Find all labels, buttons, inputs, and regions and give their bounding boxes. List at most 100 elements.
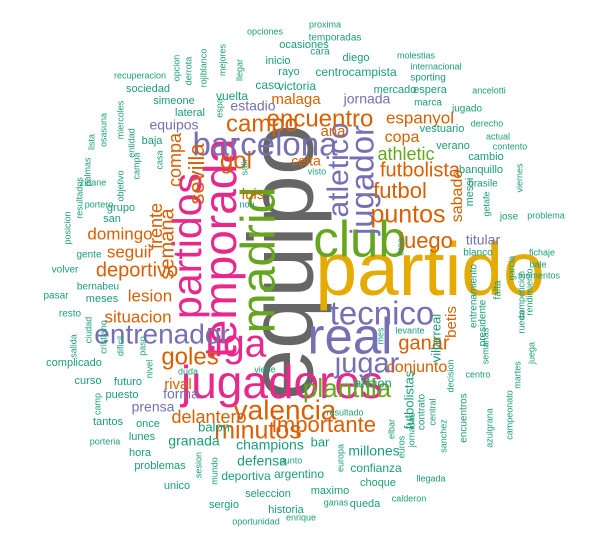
word-enrique: enrique <box>286 512 316 522</box>
word-temporadas: temporadas <box>309 33 362 44</box>
word-falta: falta <box>493 280 504 299</box>
word-campo: campo <box>226 110 298 137</box>
word-calderon: calderon <box>392 493 427 503</box>
word-entidad: entidad <box>126 128 136 158</box>
word-simeone: simeone <box>153 95 195 107</box>
word-viernes: viernes <box>514 163 524 193</box>
word-jornadas: jornadas <box>406 412 416 448</box>
word-diego: diego <box>343 52 370 64</box>
word-llegar: llegar <box>234 59 244 81</box>
word-nou: nou <box>239 199 254 209</box>
word-celta: celta <box>291 153 321 169</box>
word-malaga: malaga <box>271 91 321 108</box>
word-ciudad: ciudad <box>83 317 93 344</box>
word-millones: millones <box>348 443 399 459</box>
word-entrenamiento: entrenamiento <box>469 264 480 328</box>
word-momentos: momentos <box>518 270 561 280</box>
word-osasuna: osasuna <box>98 113 108 147</box>
word-tantos: tantos <box>93 416 123 428</box>
word-internacional: internacional <box>410 61 461 71</box>
word-plantilla: plantilla <box>303 373 392 403</box>
word-paso: paso <box>137 336 147 356</box>
word-derrota: derrota <box>183 57 193 86</box>
word-curso: curso <box>75 375 102 387</box>
word-juego: juego <box>398 228 453 253</box>
word-blanco: blanco <box>463 248 493 259</box>
word-puesto: puesto <box>105 389 138 401</box>
word-mejores: mejores <box>217 43 227 76</box>
word-inicio: inicio <box>265 55 290 67</box>
word-punto: punto <box>280 455 303 465</box>
word-meses: meses <box>86 293 119 305</box>
word-choque: choque <box>360 477 396 489</box>
word-lesion: lesion <box>128 286 172 305</box>
word-jose: jose <box>499 212 519 223</box>
word-campeonato: campeonato <box>504 390 514 440</box>
word-luis: luis <box>242 186 265 203</box>
word-partidos: partidos <box>164 173 210 319</box>
word-valencia: valencia <box>234 394 337 425</box>
word-brasile: brasile <box>468 179 498 190</box>
word-confianza: confianza <box>350 461 402 475</box>
word-once: once <box>136 418 160 430</box>
word-proxima: proxima <box>309 19 341 29</box>
word-getafe: getafe <box>481 191 491 216</box>
word-mes: mes <box>375 327 385 345</box>
word-hora: hora <box>129 447 152 459</box>
word-lista: lista <box>86 134 96 150</box>
word-entrenador: entrenador <box>94 318 229 349</box>
word-levante: levante <box>395 325 424 335</box>
word-salida: salida <box>68 334 78 358</box>
word-messi: messi <box>464 178 476 207</box>
word-semanas: semanas <box>480 327 490 364</box>
word-competicion: competicion <box>516 271 526 319</box>
word-historia: historia <box>268 504 304 516</box>
word-lateral: lateral <box>175 107 205 119</box>
word-seleccion: seleccion <box>245 488 291 500</box>
word-casa: casa <box>154 150 164 169</box>
word-molestias: molestias <box>397 50 436 60</box>
word-resto: resto <box>59 309 82 320</box>
word-equipo: equipo <box>230 124 332 400</box>
word-tecnico: tecnico <box>330 295 435 332</box>
word-oportunidad: oportunidad <box>232 516 280 526</box>
word-cara: cara <box>310 47 330 58</box>
word-banquillo: banquillo <box>459 164 503 176</box>
word-bale: bale <box>529 259 546 269</box>
word-camp: camp <box>92 393 102 415</box>
word-champions: champions <box>236 437 304 453</box>
word-minutos: minutos <box>214 417 302 445</box>
word-dificil: dificil <box>115 336 125 356</box>
word-importante: importante <box>272 412 376 437</box>
word-duda: duda <box>178 366 198 376</box>
word-jornada: jornada <box>343 91 391 107</box>
word-jugado: jugado <box>451 104 482 115</box>
word-ganas: ganas <box>324 497 349 507</box>
word-semana: semana <box>156 208 178 280</box>
word-opcion: opcion <box>171 55 181 82</box>
words-layer: equipopartidoclubrealjugadoresmadridtemp… <box>43 19 564 526</box>
word-ocasiones: ocasiones <box>279 39 329 51</box>
word-nivel: nivel <box>144 360 154 379</box>
word-situacion: situacion <box>104 307 171 326</box>
word-lunes: lunes <box>129 431 156 443</box>
word-aficion: aficion <box>354 375 392 390</box>
word-complicado: complicado <box>46 357 102 369</box>
word-opciones: opciones <box>247 26 284 36</box>
word-puntos: puntos <box>370 201 445 229</box>
word-llegada: llegada <box>416 473 445 483</box>
word-eros: eros <box>395 238 405 256</box>
word-unico: unico <box>164 480 190 492</box>
word-resultado: resultado <box>326 407 363 417</box>
word-decision: decision <box>445 359 455 392</box>
word-garcia: garcia <box>506 256 516 281</box>
word-titular: titular <box>466 232 501 248</box>
word-martes: martes <box>512 361 522 389</box>
word-deportivo: deportivo <box>96 259 178 281</box>
word-atletico: atletico <box>322 122 355 217</box>
word-queda: queda <box>350 498 381 510</box>
word-porteria: porteria <box>90 436 121 446</box>
word-compa: compa <box>165 132 185 187</box>
